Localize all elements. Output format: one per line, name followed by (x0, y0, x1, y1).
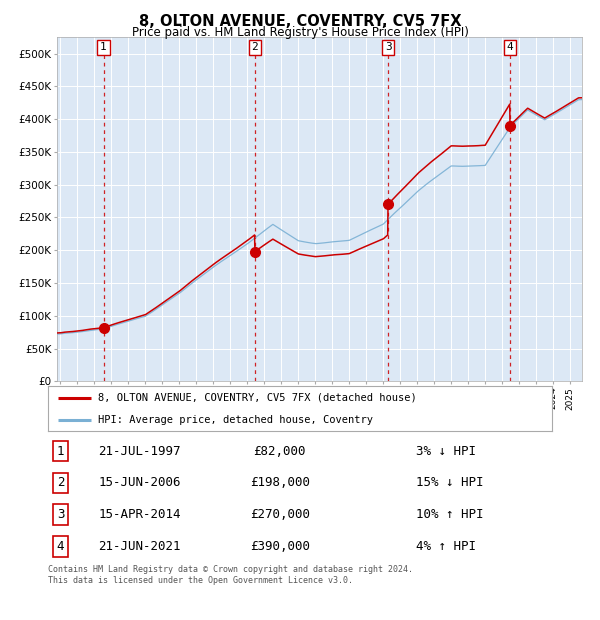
Text: Contains HM Land Registry data © Crown copyright and database right 2024.
This d: Contains HM Land Registry data © Crown c… (48, 565, 413, 585)
Text: 8, OLTON AVENUE, COVENTRY, CV5 7FX: 8, OLTON AVENUE, COVENTRY, CV5 7FX (139, 14, 461, 29)
Text: 2: 2 (57, 476, 64, 489)
Text: 21-JUL-1997: 21-JUL-1997 (98, 445, 181, 458)
Text: Price paid vs. HM Land Registry's House Price Index (HPI): Price paid vs. HM Land Registry's House … (131, 26, 469, 39)
Text: £198,000: £198,000 (250, 476, 310, 489)
Text: 1: 1 (57, 445, 64, 458)
Text: 15-JUN-2006: 15-JUN-2006 (98, 476, 181, 489)
Text: 1: 1 (100, 42, 107, 52)
Text: 3: 3 (385, 42, 392, 52)
Text: 3% ↓ HPI: 3% ↓ HPI (416, 445, 476, 458)
Text: £82,000: £82,000 (254, 445, 306, 458)
Text: HPI: Average price, detached house, Coventry: HPI: Average price, detached house, Cove… (98, 415, 373, 425)
Text: 15% ↓ HPI: 15% ↓ HPI (416, 476, 484, 489)
Text: 4: 4 (57, 540, 64, 553)
Text: 4: 4 (507, 42, 514, 52)
Text: 4% ↑ HPI: 4% ↑ HPI (416, 540, 476, 553)
Text: 3: 3 (57, 508, 64, 521)
Text: 8, OLTON AVENUE, COVENTRY, CV5 7FX (detached house): 8, OLTON AVENUE, COVENTRY, CV5 7FX (deta… (98, 393, 417, 403)
Text: £270,000: £270,000 (250, 508, 310, 521)
Text: £390,000: £390,000 (250, 540, 310, 553)
Text: 15-APR-2014: 15-APR-2014 (98, 508, 181, 521)
Text: 10% ↑ HPI: 10% ↑ HPI (416, 508, 484, 521)
Text: 2: 2 (251, 42, 259, 52)
Text: 21-JUN-2021: 21-JUN-2021 (98, 540, 181, 553)
